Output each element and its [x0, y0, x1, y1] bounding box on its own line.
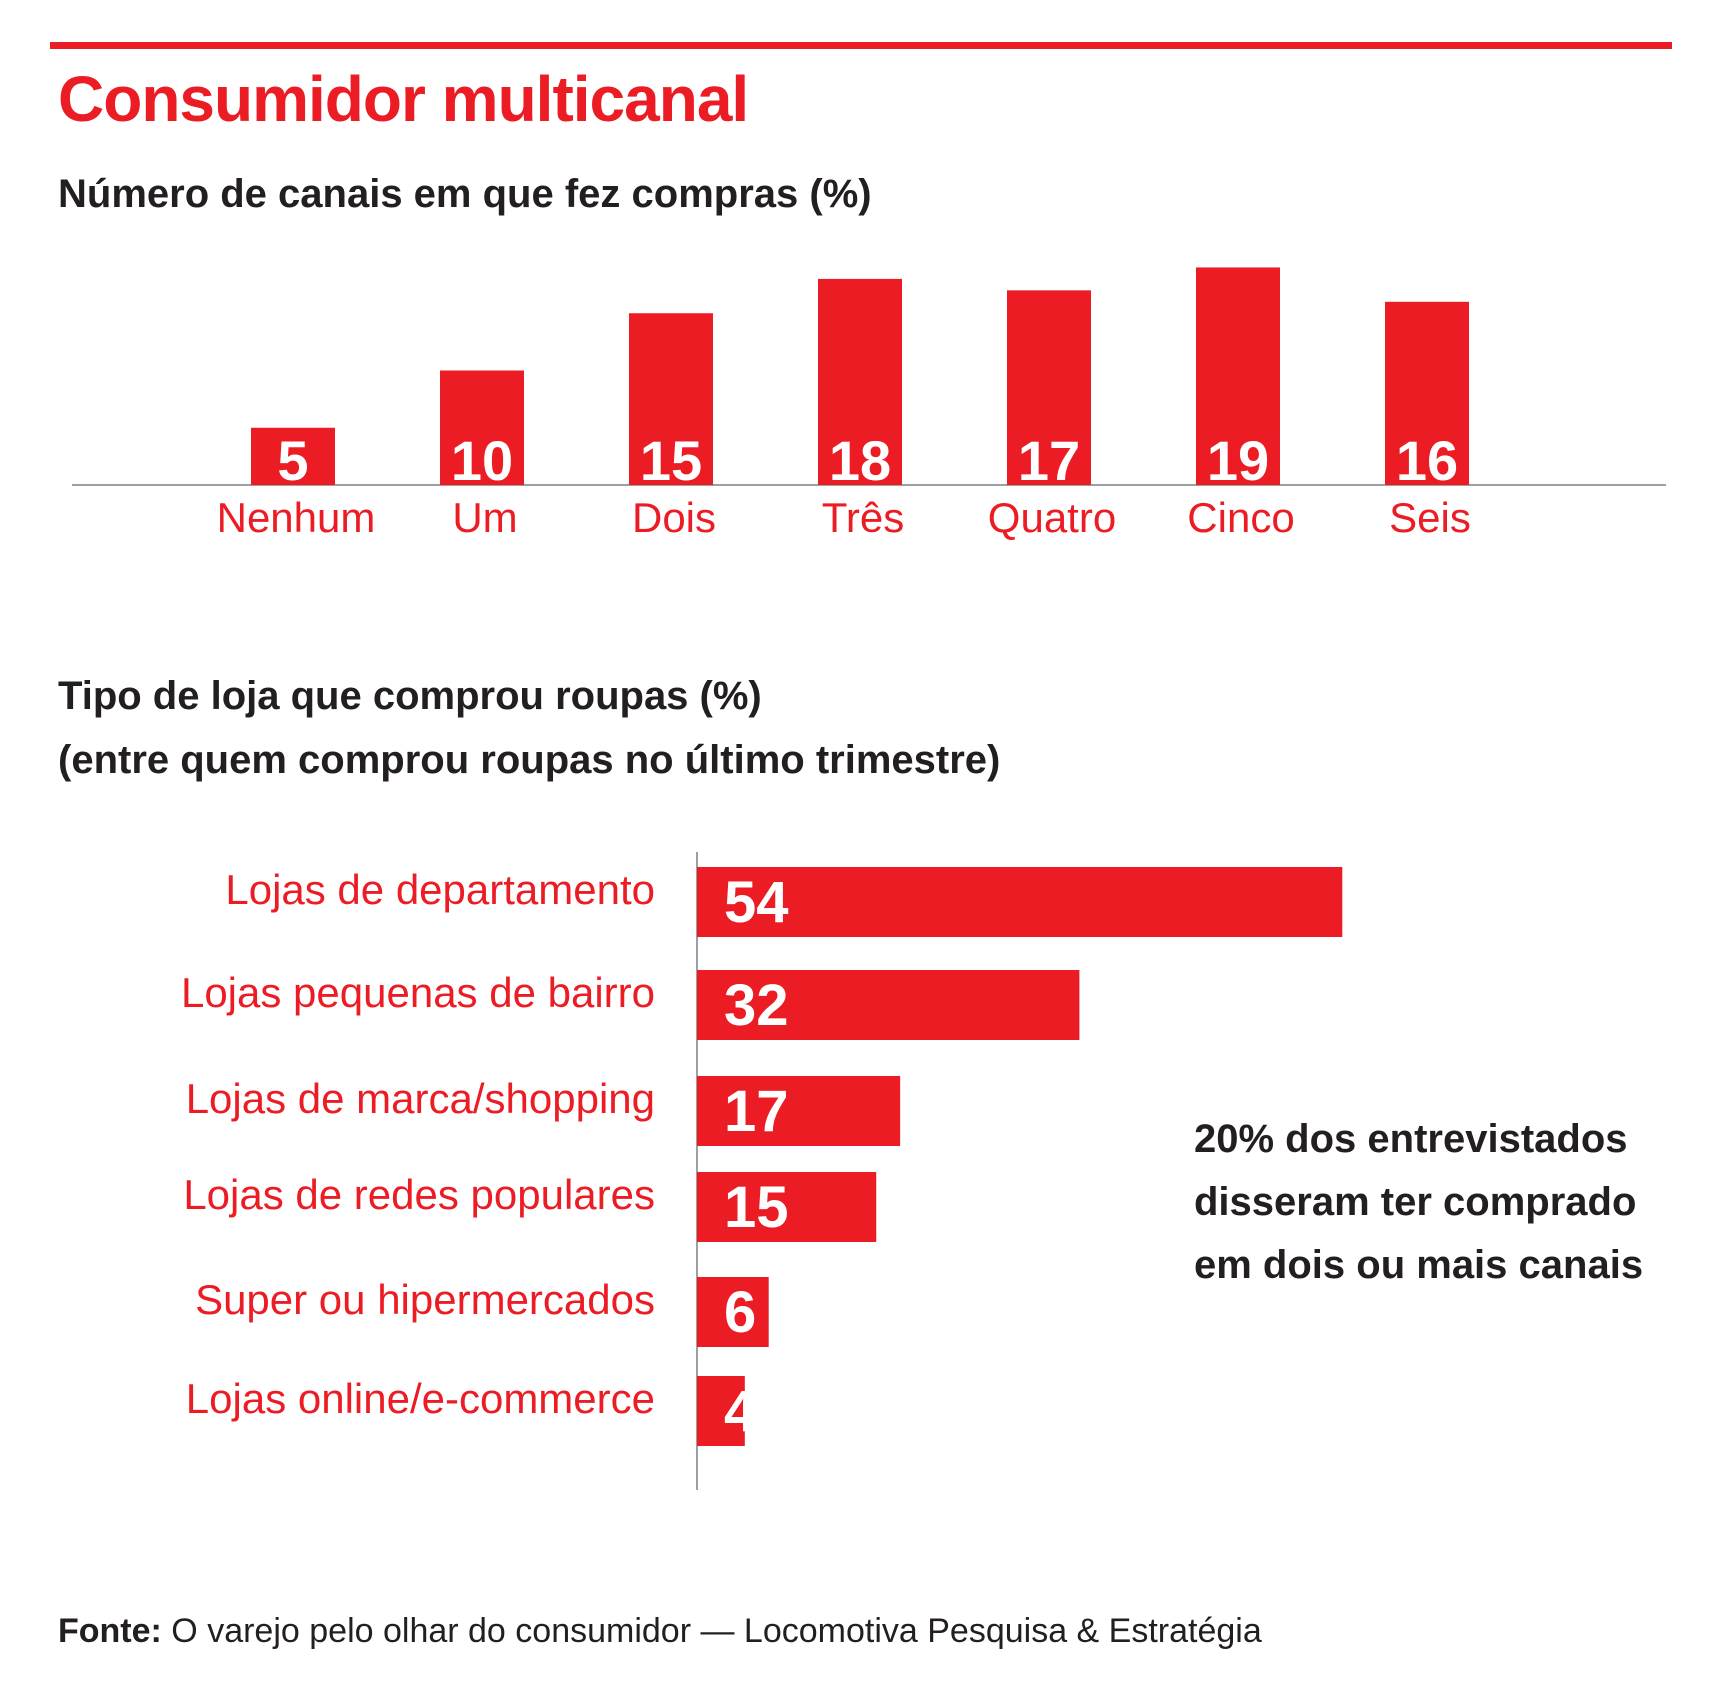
- store-bar: [697, 867, 1343, 937]
- channels-category-label: Quatro: [988, 494, 1116, 541]
- store-chart-heading: Tipo de loja que comprou roupas (%) (ent…: [58, 664, 1000, 792]
- channels-bar: [818, 278, 902, 485]
- store-bar-value: 6: [724, 1280, 756, 1345]
- store-category-label: Lojas de departamento: [225, 866, 655, 913]
- store-bar-value: 17: [724, 1079, 789, 1144]
- store-bar: [697, 1277, 769, 1347]
- store-bar: [697, 1376, 745, 1446]
- channels-bar-value: 16: [1396, 429, 1458, 492]
- channels-bar-value: 5: [277, 429, 308, 492]
- channels-bar-value: 18: [829, 429, 891, 492]
- store-bar: [697, 970, 1080, 1040]
- store-bar-value: 4: [724, 1379, 756, 1444]
- channels-category-label: Um: [452, 494, 517, 541]
- channels-bar-value: 15: [640, 429, 702, 492]
- store-chart-subtitle: (entre quem comprou roupas no último tri…: [58, 738, 1001, 782]
- channels-category-label: Nenhum: [217, 494, 376, 541]
- channels-bar-value: 19: [1207, 429, 1269, 492]
- channels-bar-value: 17: [1018, 429, 1080, 492]
- source-label: Fonte:: [58, 1612, 162, 1650]
- survey-note: 20% dos entrevistados disseram ter compr…: [1194, 1117, 1644, 1287]
- channels-bar: [1385, 301, 1469, 485]
- source-text: O varejo pelo olhar do consumidor — Loco…: [161, 1612, 1262, 1650]
- channels-chart-title: Número de canais em que fez compras (%): [58, 172, 872, 216]
- store-category-label: Lojas de redes populares: [183, 1171, 655, 1218]
- store-category-label: Super ou hipermercados: [195, 1276, 655, 1323]
- store-bar: [697, 1172, 877, 1242]
- store-bar: [697, 1076, 901, 1146]
- store-category-label: Lojas online/e-commerce: [186, 1375, 655, 1422]
- channels-category-label: Três: [822, 494, 904, 541]
- store-bar-value: 32: [724, 973, 789, 1038]
- store-chart-title: Tipo de loja que comprou roupas (%): [58, 674, 762, 718]
- store-bar-value: 54: [724, 870, 789, 935]
- channels-category-label: Dois: [632, 494, 716, 541]
- channels-bar: [629, 313, 713, 485]
- channels-bar: [251, 427, 335, 485]
- source-line: Fonte: O varejo pelo olhar do consumidor…: [58, 1612, 1262, 1651]
- channels-bar: [440, 370, 524, 485]
- top-rule: [50, 42, 1672, 49]
- channels-bar-value: 10: [451, 429, 513, 492]
- store-bar-value: 15: [724, 1175, 789, 1240]
- channels-category-label: Cinco: [1187, 494, 1294, 541]
- channels-category-label: Seis: [1389, 494, 1471, 541]
- page-title: Consumidor multicanal: [58, 63, 749, 135]
- store-category-label: Lojas pequenas de bairro: [181, 969, 655, 1016]
- store-category-label: Lojas de marca/shopping: [186, 1075, 655, 1122]
- channels-bar: [1196, 267, 1280, 485]
- channels-bar: [1007, 290, 1091, 485]
